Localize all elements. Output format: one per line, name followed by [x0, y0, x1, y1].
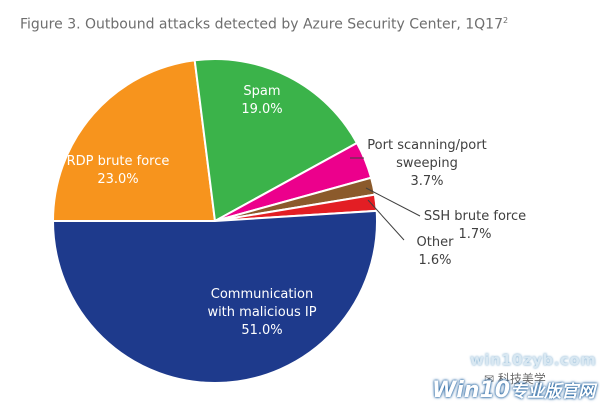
pie-slice-spam [193, 58, 359, 223]
pie-slice-rdp [51, 59, 217, 222]
pie-slice-malicious [51, 209, 378, 385]
watermark-wechat: ✉ 科技美学 [484, 372, 546, 386]
slice-label-ssh: SSH brute force 1.7% [424, 209, 526, 242]
watermark-brand: Win10专业版官网 [432, 378, 596, 403]
slice-label-spam: Spam 19.0% [241, 84, 282, 117]
slice-label-malicious: Communication with malicious IP 51.0% [207, 287, 316, 338]
slice-label-rdp: RDP brute force 23.0% [67, 154, 170, 187]
slice-label-other: Other 1.6% [417, 235, 455, 268]
title-superscript: 2 [502, 16, 509, 25]
slice-label-portscan: Port scanning/port sweeping 3.7% [367, 138, 486, 189]
leader-line-other [367, 199, 405, 241]
leader-line-ssh [365, 187, 421, 217]
chart-title: Figure 3. Outbound attacks detected by A… [20, 16, 509, 33]
watermark-site: win10zyb.com [470, 351, 597, 369]
